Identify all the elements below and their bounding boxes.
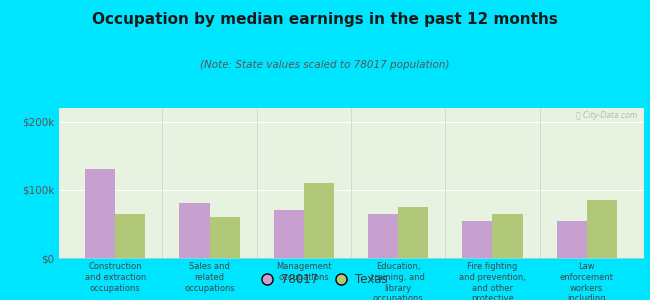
Bar [556,220,587,258]
Bar [179,203,209,258]
Bar [274,210,304,258]
Text: (Note: State values scaled to 78017 population): (Note: State values scaled to 78017 popu… [200,60,450,70]
Bar [368,214,398,258]
Bar [493,214,523,258]
Bar [304,183,334,258]
Bar [115,214,146,258]
Bar [209,217,240,258]
Legend: 78017, Texas: 78017, Texas [257,269,393,291]
Bar [587,200,617,258]
Bar [462,220,493,258]
Bar [85,169,115,258]
Text: Ⓢ City-Data.com: Ⓢ City-Data.com [577,111,638,120]
Bar [398,207,428,258]
Text: Occupation by median earnings in the past 12 months: Occupation by median earnings in the pas… [92,12,558,27]
